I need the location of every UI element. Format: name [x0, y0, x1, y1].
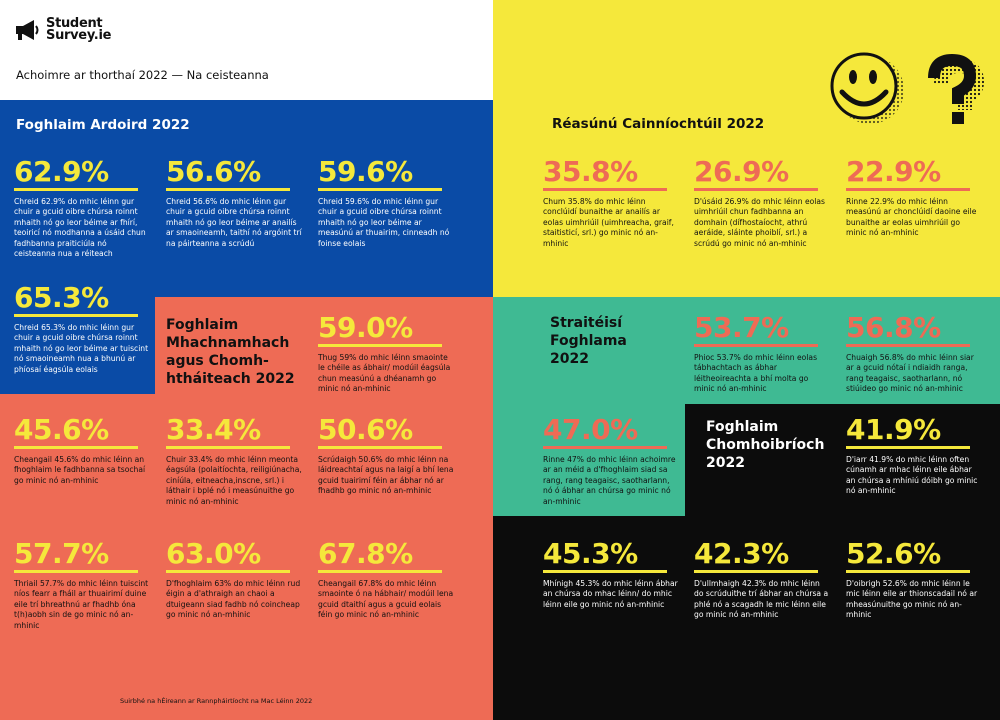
stat-description: Scrúdaigh 50.6% do mhic léinn na láidrea…: [318, 455, 454, 496]
yellow-region: [493, 0, 1000, 297]
stat-card: 45.6% Cheangail 45.6% do mhic léinn an f…: [14, 416, 150, 486]
stat-card: 56.8% Chuaigh 56.8% do mhic léinn siar a…: [846, 314, 982, 395]
stat-value: 47.0%: [543, 416, 667, 449]
stat-value: 22.9%: [846, 158, 970, 191]
stat-value: 65.3%: [14, 284, 138, 317]
stat-value: 50.6%: [318, 416, 442, 449]
blue-region-lower: [0, 297, 155, 394]
stat-card: 42.3% D'ullmhaigh 42.3% do mhic léinn do…: [694, 540, 830, 621]
decorative-art: [828, 52, 988, 132]
stat-description: Chuaigh 56.8% do mhic léinn siar ar a gc…: [846, 353, 974, 394]
stat-description: D'úsáid 26.9% do mhic léinn eolas uimhri…: [694, 197, 825, 248]
section-title-straiteisi: Straitéisí Foghlama 2022: [550, 314, 627, 368]
title-line: Foghlaim: [706, 419, 779, 435]
teal-region: [493, 297, 1000, 404]
stat-description: Phioc 53.7% do mhic léinn eolas tábhacht…: [694, 353, 818, 394]
stat-card: 53.7% Phioc 53.7% do mhic léinn eolas tá…: [694, 314, 830, 395]
stat-value: 26.9%: [694, 158, 818, 191]
section-title-chomhoibrioch: Foghlaim Chomhoibríoch 2022: [706, 418, 824, 472]
title-line: Mhachnamhach: [166, 335, 290, 351]
stat-value: 56.6%: [166, 158, 290, 191]
stat-value: 59.6%: [318, 158, 442, 191]
stat-value: 45.3%: [543, 540, 667, 573]
stat-description: D'iarr 41.9% do mhic léinn often cúnamh …: [846, 455, 978, 496]
section-title-reasunu: Réasúnú Cainníochtúil 2022: [552, 116, 765, 132]
stat-description: D'ullmhaigh 42.3% do mhic léinn do scrúd…: [694, 579, 829, 620]
stat-description: Chreid 56.6% do mhic léinn gur chuir a g…: [166, 197, 302, 248]
title-line: Straitéisí: [550, 315, 623, 331]
stat-description: Chum 35.8% do mhic léinn conclúidí bunai…: [543, 197, 674, 248]
stat-card: 26.9% D'úsáid 26.9% do mhic léinn eolas …: [694, 158, 830, 249]
stat-value: 45.6%: [14, 416, 138, 449]
stat-card: 59.6% Chreid 59.6% do mhic léinn gur chu…: [318, 158, 454, 249]
stat-card: 47.0% Rinne 47% do mhic léinn achoimre a…: [543, 416, 679, 507]
stat-card: 67.8% Cheangail 67.8% do mhic léinn smao…: [318, 540, 454, 621]
stat-value: 67.8%: [318, 540, 442, 573]
stat-card: 52.6% D'oibrigh 52.6% do mhic léinn le m…: [846, 540, 982, 621]
title-line: 2022: [706, 455, 745, 471]
stat-card: 62.9% Chreid 62.9% do mhic léinn gur chu…: [14, 158, 150, 259]
stat-description: Thug 59% do mhic léinn smaointe le chéil…: [318, 353, 451, 394]
logo-line-2: Survey.ie: [46, 28, 112, 43]
stat-card: 57.7% Thriail 57.7% do mhic léinn tuisci…: [14, 540, 150, 631]
page-subtitle: Achoimre ar thorthaí 2022 — Na ceisteann…: [16, 68, 269, 82]
stat-card: 22.9% Rinne 22.9% do mhic léinn measúnú …: [846, 158, 982, 239]
stat-description: Cheangail 45.6% do mhic léinn an fhoghla…: [14, 455, 146, 485]
blue-region: [0, 100, 493, 297]
stat-card: 41.9% D'iarr 41.9% do mhic léinn often c…: [846, 416, 982, 497]
title-line: 2022: [550, 351, 589, 367]
stat-description: D'oibrigh 52.6% do mhic léinn le mic léi…: [846, 579, 978, 620]
stat-value: 62.9%: [14, 158, 138, 191]
stat-value: 59.0%: [318, 314, 442, 347]
stat-card: 63.0% D'fhoghlaim 63% do mhic léinn rud …: [166, 540, 302, 621]
stat-description: Chuir 33.4% do mhic léinn meonta éagsúla…: [166, 455, 302, 506]
stat-value: 53.7%: [694, 314, 818, 347]
stat-description: Chreid 62.9% do mhic léinn gur chuir a g…: [14, 197, 146, 259]
stat-value: 41.9%: [846, 416, 970, 449]
title-line: Foghlama: [550, 333, 627, 349]
stat-description: Thriail 57.7% do mhic léinn tuiscint nío…: [14, 579, 149, 630]
megaphone-icon: [14, 19, 40, 41]
stat-card: 65.3% Chreid 65.3% do mhic léinn gur chu…: [14, 284, 150, 375]
logo-line-1: Student: [46, 16, 103, 31]
stat-value: 57.7%: [14, 540, 138, 573]
stat-card: 45.3% Mhínigh 45.3% do mhic léinn ábhar …: [543, 540, 679, 610]
smiley-face-icon: [830, 52, 985, 124]
stat-card: 50.6% Scrúdaigh 50.6% do mhic léinn na l…: [318, 416, 454, 497]
black-region: [685, 404, 1000, 516]
teal-region-lower: [493, 404, 685, 516]
stat-description: Chreid 59.6% do mhic léinn gur chuir a g…: [318, 197, 450, 248]
stat-value: 52.6%: [846, 540, 970, 573]
stat-value: 63.0%: [166, 540, 290, 573]
stat-description: D'fhoghlaim 63% do mhic léinn rud éigin …: [166, 579, 301, 620]
stat-description: Rinne 47% do mhic léinn achoimre ar an m…: [543, 455, 676, 506]
stat-card: 35.8% Chum 35.8% do mhic léinn conclúidí…: [543, 158, 679, 249]
stat-description: Rinne 22.9% do mhic léinn measúnú ar cho…: [846, 197, 977, 238]
section-title-foghlaim-ardoird: Foghlaim Ardoird 2022: [16, 117, 190, 133]
black-region-main: [493, 516, 1000, 720]
title-line: agus Chomh-: [166, 353, 269, 369]
title-line: Foghlaim: [166, 317, 239, 333]
stat-card: 59.0% Thug 59% do mhic léinn smaointe le…: [318, 314, 454, 395]
stat-description: Chreid 65.3% do mhic léinn gur chuir a g…: [14, 323, 149, 374]
stat-card: 33.4% Chuir 33.4% do mhic léinn meonta é…: [166, 416, 302, 507]
stat-description: Cheangail 67.8% do mhic léinn smaointe ó…: [318, 579, 454, 620]
footnote: Suirbhé na hÉireann ar Rannpháirtíocht n…: [120, 697, 313, 705]
stat-description: Mhínigh 45.3% do mhic léinn ábhar an chú…: [543, 579, 678, 609]
logo: Student Survey.ie: [14, 16, 112, 43]
stat-value: 35.8%: [543, 158, 667, 191]
section-title-machnamhach: Foghlaim Mhachnamhach agus Chomh- htháit…: [166, 316, 316, 388]
stat-value: 42.3%: [694, 540, 818, 573]
question-mark-icon: [928, 53, 985, 124]
title-line: htháiteach 2022: [166, 371, 295, 387]
stat-value: 56.8%: [846, 314, 970, 347]
stat-card: 56.6% Chreid 56.6% do mhic léinn gur chu…: [166, 158, 302, 249]
title-line: Chomhoibríoch: [706, 437, 825, 453]
stat-value: 33.4%: [166, 416, 290, 449]
